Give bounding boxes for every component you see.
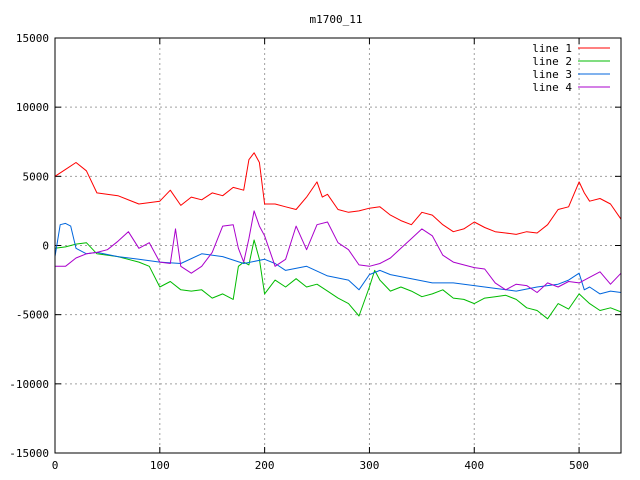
x-tick-label: 500	[569, 459, 589, 472]
chart-title: m1700_11	[310, 13, 363, 26]
y-tick-label: -10000	[9, 378, 49, 391]
series-lines	[54, 152, 622, 320]
series-line-4	[55, 210, 622, 293]
plot-frame	[54, 37, 622, 454]
legend-label-2: line 2	[532, 55, 572, 68]
y-tick-label: 0	[42, 240, 49, 253]
series-line-1	[54, 152, 622, 235]
y-tick-label: 5000	[23, 170, 50, 183]
y-tick-label: -5000	[16, 309, 49, 322]
y-tick-label: 10000	[16, 101, 49, 114]
y-tick-label: 15000	[16, 32, 49, 45]
x-tick-label: 100	[150, 459, 170, 472]
x-axis-ticks: 0 100 200 300 400 500	[52, 38, 589, 472]
series-line-3	[54, 222, 622, 295]
grid-lines	[55, 38, 621, 453]
legend-label-4: line 4	[532, 81, 572, 94]
y-tick-label: -15000	[9, 447, 49, 460]
x-tick-label: 200	[255, 459, 275, 472]
legend-label-3: line 3	[532, 68, 572, 81]
x-tick-label: 400	[464, 459, 484, 472]
y-axis-ticks: -15000 -10000 -5000 0 5000 10000 15000	[9, 32, 621, 460]
series-line-2	[54, 239, 622, 320]
legend-label-1: line 1	[532, 42, 572, 55]
x-tick-label: 300	[360, 459, 380, 472]
x-tick-label: 0	[52, 459, 59, 472]
